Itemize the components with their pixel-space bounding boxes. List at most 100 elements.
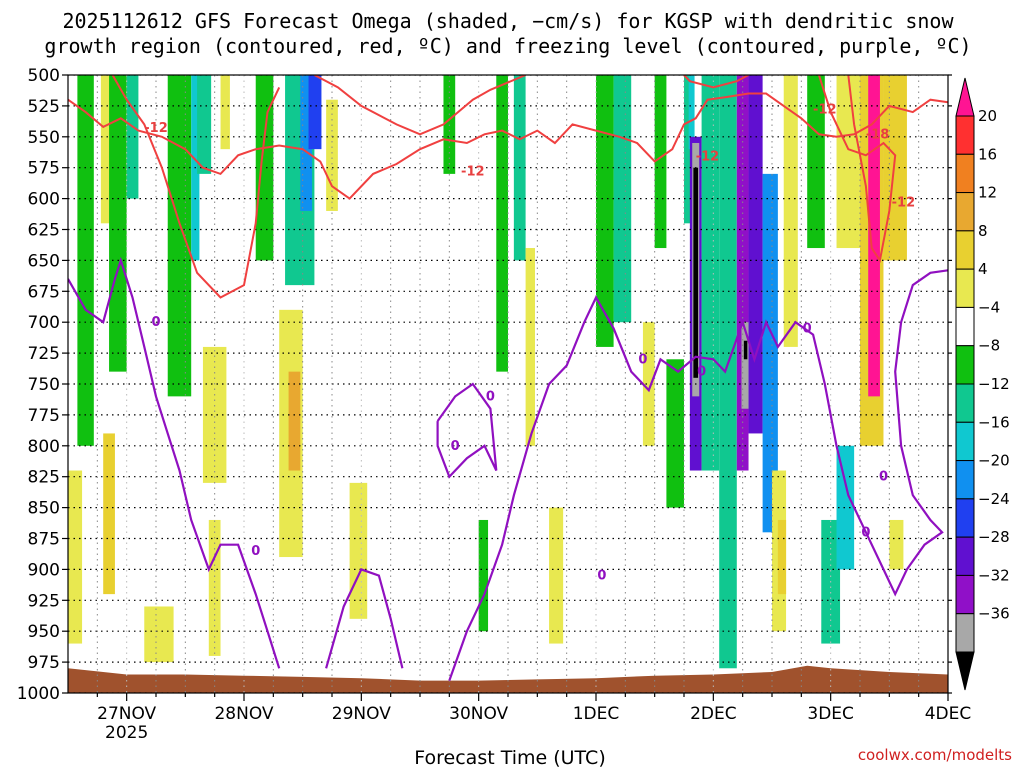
- colorbar-label: −24: [978, 490, 1010, 508]
- omega-shade-cell: [736, 75, 749, 471]
- x-tick-year-label: 2025: [105, 723, 148, 743]
- y-tick-label: 725: [28, 344, 60, 364]
- y-tick-label: 525: [28, 97, 60, 117]
- omega-shade-cell: [100, 75, 111, 224]
- dgz-red-contour: [313, 75, 526, 136]
- contour-label: 0: [638, 352, 647, 367]
- colorbar-segment: [955, 115, 975, 155]
- y-tick-label: 625: [28, 221, 60, 241]
- x-axis-title: Forecast Time (UTC): [414, 747, 605, 768]
- colorbar-segment: [955, 498, 975, 538]
- colorbar-segment: [955, 230, 975, 270]
- y-tick-label: 650: [28, 251, 60, 271]
- y-tick-label: 1000: [17, 684, 60, 704]
- colorbar-segment: [955, 574, 975, 615]
- dgz-red-contour: [111, 75, 281, 299]
- colorbar-label: −32: [978, 566, 1010, 584]
- omega-shade-cell: [743, 340, 748, 360]
- y-tick-label: 900: [28, 560, 60, 580]
- colorbar-segment: [955, 268, 975, 308]
- omega-shade-cell: [255, 75, 274, 261]
- x-tick-label: 4DEC: [925, 704, 972, 724]
- colorbar-segment: [955, 460, 975, 500]
- contour-label: -18: [866, 127, 890, 142]
- omega-shade-cell: [762, 173, 778, 533]
- omega-shade-cell: [144, 606, 174, 663]
- y-tick-label: 800: [28, 437, 60, 457]
- contour-label: 0: [803, 321, 812, 336]
- colorbar-segment: [955, 306, 975, 347]
- contour-label: 0: [597, 569, 606, 584]
- x-tick-label: 30NOV: [449, 704, 508, 724]
- y-tick-label: 775: [28, 406, 60, 426]
- omega-shade-cell: [741, 322, 749, 409]
- colorbar-segment: [955, 383, 975, 423]
- omega-shade-cell: [68, 470, 83, 644]
- x-tick-label: 28NOV: [214, 704, 273, 724]
- x-tick-label: 1DEC: [573, 704, 620, 724]
- omega-shade-cell: [220, 75, 230, 150]
- omega-shade-cell: [701, 75, 720, 471]
- dgz-red-contour: [817, 75, 897, 264]
- y-tick-label: 750: [28, 375, 60, 395]
- colorbar-segment: [955, 536, 975, 576]
- contour-label: 0: [486, 389, 495, 404]
- colorbar: 20 16 12 8 4 −4 −8 −12 −16 −20 −24 −28 −32 −36: [955, 77, 1010, 691]
- omega-shade-cell: [443, 75, 456, 174]
- y-tick-label: 700: [28, 313, 60, 333]
- y-tick-label: 850: [28, 499, 60, 519]
- contour-label: 0: [251, 544, 260, 559]
- omega-shade-cell: [684, 75, 693, 224]
- dgz-red-contour: [683, 75, 749, 89]
- omega-shade-cell: [807, 75, 825, 249]
- colorbar-segment: [955, 153, 975, 194]
- omega-shade-cell: [126, 75, 139, 199]
- omega-shade-cell: [300, 75, 313, 211]
- colorbar-label: −36: [978, 605, 1010, 623]
- colorbar-segment: [955, 613, 975, 653]
- y-tick-label: 975: [28, 653, 60, 673]
- contour-label: -12: [892, 195, 916, 210]
- credit-text: coolwx.com/modelts: [858, 746, 1012, 764]
- colorbar-segment: [955, 192, 975, 232]
- colorbar-label: −20: [978, 452, 1010, 470]
- omega-shade-cell: [326, 99, 338, 211]
- chart-title-line-1: 2025112612 GFS Forecast Omega (shaded, −…: [62, 9, 954, 33]
- x-tick-label: 27NOV: [97, 704, 156, 724]
- freezing-level-contour: [325, 568, 404, 669]
- omega-shade-cell: [308, 75, 322, 150]
- contour-label: -12: [813, 103, 837, 118]
- contour-label: -12: [144, 121, 168, 136]
- colorbar-label: 4: [978, 260, 988, 278]
- omega-shade-cell: [666, 359, 684, 508]
- y-tick-label: 500: [28, 66, 60, 86]
- omega-shade-cell: [202, 346, 227, 483]
- y-tick-label: 950: [28, 622, 60, 642]
- omega-shade-cell: [783, 75, 798, 347]
- contour-label: 0: [451, 439, 460, 454]
- x-tick-label: 2DEC: [690, 704, 737, 724]
- freezing-level-contour: [68, 256, 281, 669]
- y-tick-label: 825: [28, 468, 60, 488]
- omega-shade-cell: [642, 322, 655, 446]
- contour-label: -12: [696, 150, 720, 165]
- colorbar-segment: [955, 421, 975, 462]
- omega-shade-cell: [748, 75, 763, 434]
- colorbar-label: 12: [978, 184, 997, 202]
- omega-shade-cell: [836, 75, 860, 249]
- omega-shade-cell: [719, 75, 737, 669]
- colorbar-segment: [955, 345, 975, 385]
- x-tick-label: 3DEC: [807, 704, 854, 724]
- contour-label: 0: [879, 470, 888, 485]
- contour-label: -12: [461, 164, 485, 179]
- omega-shade-cell: [868, 75, 880, 397]
- colorbar-label: −28: [978, 528, 1010, 546]
- freezing-level-contour: [448, 269, 948, 681]
- colorbar-label: 8: [978, 222, 988, 240]
- omega-shade-cell: [349, 482, 368, 619]
- omega-shade-cell: [654, 75, 667, 249]
- contour-label: 0: [151, 315, 160, 330]
- omega-shade-cell: [883, 75, 907, 261]
- colorbar-label: −16: [978, 413, 1010, 431]
- omega-shade-cell: [596, 75, 614, 347]
